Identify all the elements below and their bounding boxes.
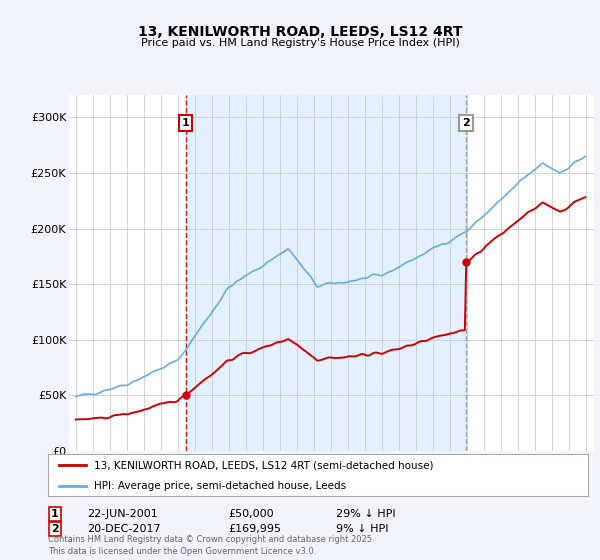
Text: 13, KENILWORTH ROAD, LEEDS, LS12 4RT: 13, KENILWORTH ROAD, LEEDS, LS12 4RT	[138, 25, 462, 39]
Text: 13, KENILWORTH ROAD, LEEDS, LS12 4RT (semi-detached house): 13, KENILWORTH ROAD, LEEDS, LS12 4RT (se…	[94, 460, 433, 470]
Text: 2: 2	[51, 524, 59, 534]
Text: Price paid vs. HM Land Registry's House Price Index (HPI): Price paid vs. HM Land Registry's House …	[140, 38, 460, 48]
Text: 2: 2	[462, 118, 470, 128]
Text: 20-DEC-2017: 20-DEC-2017	[87, 524, 161, 534]
Text: 1: 1	[182, 118, 190, 128]
Text: 9% ↓ HPI: 9% ↓ HPI	[336, 524, 389, 534]
Bar	[186, 95, 466, 451]
Text: 22-JUN-2001: 22-JUN-2001	[87, 509, 158, 519]
Text: £169,995: £169,995	[228, 524, 281, 534]
Text: 29% ↓ HPI: 29% ↓ HPI	[336, 509, 395, 519]
Text: Contains HM Land Registry data © Crown copyright and database right 2025.
This d: Contains HM Land Registry data © Crown c…	[48, 535, 374, 556]
Text: 1: 1	[51, 509, 59, 519]
Text: £50,000: £50,000	[228, 509, 274, 519]
Text: HPI: Average price, semi-detached house, Leeds: HPI: Average price, semi-detached house,…	[94, 482, 346, 491]
